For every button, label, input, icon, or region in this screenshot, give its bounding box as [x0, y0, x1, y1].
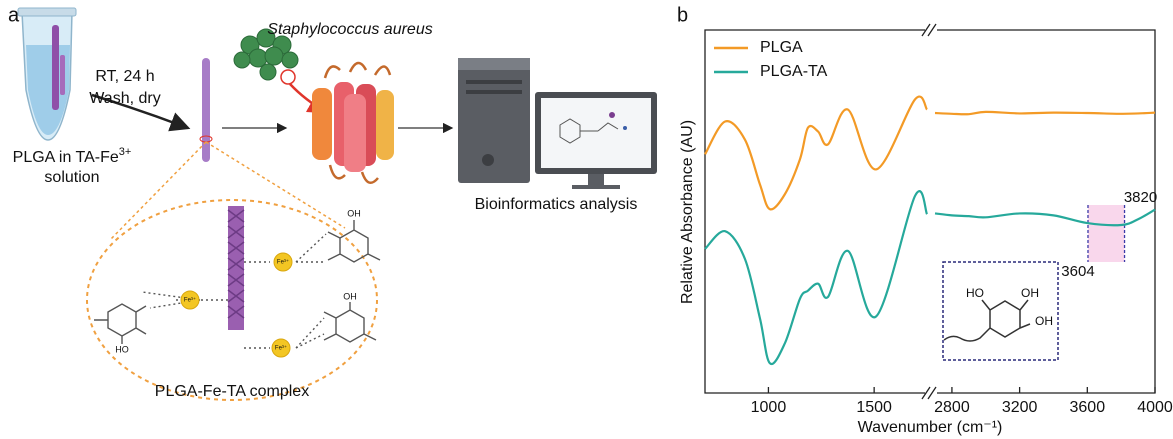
x-tick-label: 4000	[1137, 399, 1173, 416]
series-line	[935, 112, 1155, 114]
step-label: RT, 24 h	[95, 68, 154, 85]
fe-label: Fe³⁺	[277, 259, 289, 266]
y-axis-label: Relative Absorbance (AU)	[679, 120, 696, 304]
step-label: Wash, dry	[89, 90, 160, 107]
tube-label-sup: 3+	[119, 146, 132, 158]
series-line	[705, 191, 927, 364]
inset-box	[943, 262, 1058, 360]
zoom-mark	[281, 70, 295, 84]
highlight-band	[1088, 205, 1125, 262]
figure: a RT, 24 h Wash, dry PLGA in TA-Fe3+ sol…	[0, 0, 1173, 439]
x-tick-label: 3600	[1070, 399, 1106, 416]
highlight-label: 3604	[1061, 263, 1094, 280]
page: {"panel_a": {"label": "a", "step1": ["RT…	[0, 0, 1173, 439]
zoom-lines	[110, 142, 345, 240]
tube	[18, 8, 76, 140]
oh-label: OH	[343, 291, 357, 301]
x-tick-label: 1000	[751, 399, 787, 416]
oh-label: HO	[115, 344, 129, 354]
computer	[458, 58, 657, 189]
fe-label: Fe³⁺	[184, 297, 196, 304]
oh-label: OH	[347, 208, 361, 218]
inset-structure	[944, 300, 1030, 341]
tube-label: PLGA in TA-Fe3+	[13, 146, 132, 166]
x-axis-label: Wavenumber (cm⁻¹)	[858, 419, 1003, 436]
legend-label: PLGA	[760, 39, 803, 56]
inset-label: OH	[1035, 314, 1053, 328]
braid	[228, 206, 244, 330]
panel-label: b	[677, 4, 688, 26]
tube-label-main: PLGA in TA-Fe	[13, 149, 119, 166]
tube-label: solution	[44, 169, 99, 186]
series-line	[705, 97, 927, 210]
highlight-label: 3820	[1124, 189, 1157, 206]
x-tick-label: 1500	[856, 399, 892, 416]
inset-label: HO	[966, 286, 984, 300]
inset-label: OH	[1021, 286, 1039, 300]
x-tick-label: 3200	[1002, 399, 1038, 416]
x-tick-label: 2800	[934, 399, 970, 416]
complex-label: PLGA-Fe-TA complex	[155, 383, 309, 400]
fiber	[202, 58, 210, 162]
legend-label: PLGA-TA	[760, 63, 828, 80]
organism-label: Staphylococcus aureus	[267, 21, 432, 38]
fe-label: Fe³⁺	[275, 345, 287, 352]
analysis-label: Bioinformatics analysis	[475, 196, 638, 213]
protein	[312, 63, 394, 183]
